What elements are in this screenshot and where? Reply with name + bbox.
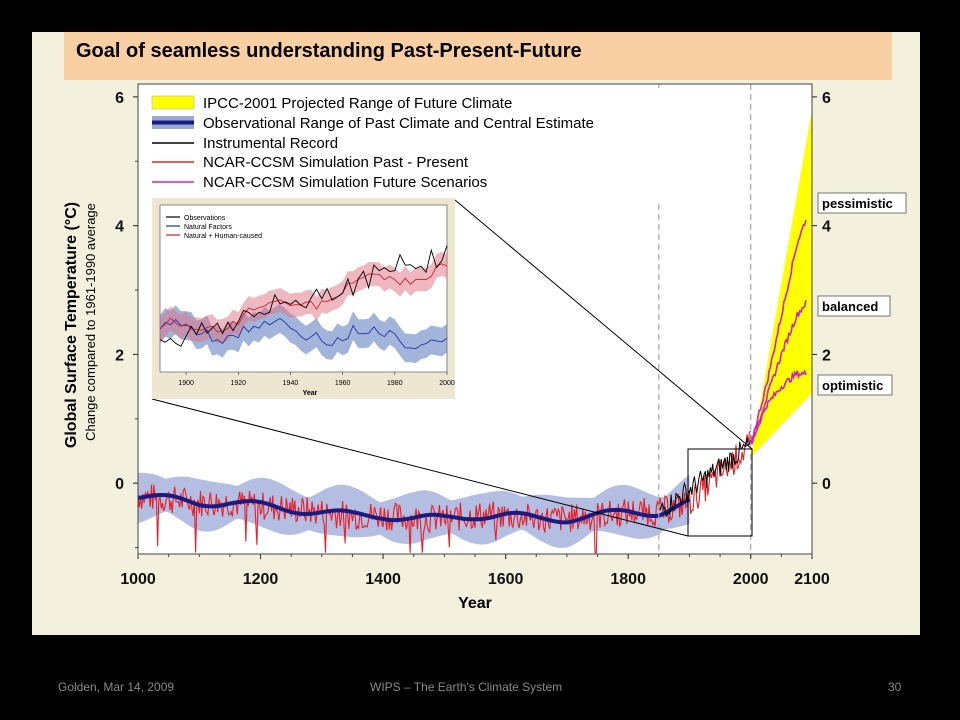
scenario-line-balanced (750, 299, 807, 445)
axes-layer: 1000 1200 1400 1600 1800 2000 2100 0 0 2 2 4 4 6 6 Year… (63, 83, 831, 612)
y-tick-label: 4 (115, 219, 124, 236)
citation: Ammann et al., 2007 (782, 648, 898, 662)
y2-tick-label: 2 (822, 347, 831, 364)
scenario-line-optimistic (750, 369, 807, 444)
legend-entry: Observational Range of Past Climate and … (203, 115, 594, 132)
footer-page-number: 30 (888, 680, 902, 694)
legend-entry: NCAR-CCSM Simulation Future Scenarios (203, 174, 487, 191)
inset-human-band (160, 251, 447, 344)
zoom-box (687, 448, 753, 537)
inset-x-tick-label: 1980 (387, 380, 403, 387)
footer-title: WIPS – The Earth's Climate System (370, 680, 563, 694)
inset-x-tick-label: 1920 (230, 380, 246, 387)
x-tick-label: 1600 (488, 571, 524, 588)
y-axis-sublabel: Change compared to 1961-1990 average (83, 203, 98, 441)
inset-x-tick-label: 1960 (335, 380, 351, 387)
scenario-box-optimistic (817, 374, 893, 396)
y-axis-label: Global Surface Temperature (°C) (63, 202, 80, 448)
inset-legend-entry: Natural Factors (184, 224, 232, 231)
inset-legend-entry: Natural + Human-caused (184, 233, 262, 240)
title-bar: Goal of seamless understanding Past-Pres… (64, 32, 892, 80)
ipcc-range-band (750, 109, 812, 458)
x-tick-label: 1200 (243, 571, 279, 588)
inset-legend-entry: Observations (184, 215, 226, 222)
legend-entry: NCAR-CCSM Simulation Past - Present (203, 154, 469, 171)
footer-date: Golden, Mar 14, 2009 (58, 680, 175, 694)
inset-natural-band (160, 304, 447, 364)
inset-observations-line (159, 245, 448, 347)
slide-title: Goal of seamless understanding Past-Pres… (76, 40, 582, 62)
observational-range-band (138, 472, 690, 548)
bands-layer (138, 109, 812, 548)
scenario-box-balanced (817, 295, 891, 317)
legend: IPCC-2001 Projected Range of Future Clim… (145, 88, 660, 204)
inset-x-tick-label: 2000 (439, 380, 455, 387)
legend-box (145, 88, 660, 204)
y-tick-label: 0 (115, 476, 124, 493)
inset-x-tick-label: 1900 (178, 380, 194, 387)
inset-chart: 1900 1920 1940 1960 1980 2000 Year Observations… (151, 198, 753, 537)
x-tick-label: 2000 (733, 571, 769, 588)
x-tick-label: 1400 (365, 571, 401, 588)
inset-x-tick-label: 1940 (283, 380, 299, 387)
y2-tick-label: 0 (822, 476, 831, 493)
x-tick-label: 1000 (120, 571, 156, 588)
scenario-box-pessimistic (817, 192, 907, 214)
scenario-label-pessimistic: pessimistic (822, 196, 893, 211)
scenario-label-balanced: balanced (822, 299, 878, 314)
connector-line-bottom (151, 398, 689, 537)
legend-entry: Instrumental Record (203, 135, 338, 152)
legend-entry: IPCC-2001 Projected Range of Future Clim… (203, 95, 512, 112)
x-tick-label: 2100 (794, 571, 830, 588)
scenario-labels: pessimistic balanced optimistic (817, 192, 907, 396)
instrumental-record-line (658, 434, 752, 518)
connector-line-top (454, 199, 753, 450)
y-tick-label: 6 (115, 90, 124, 107)
y2-tick-label: 4 (822, 219, 831, 236)
y-tick-label: 2 (115, 347, 124, 364)
inset-human-line (159, 263, 448, 333)
scenario-label-optimistic: optimistic (822, 378, 883, 393)
inset-x-axis-label: Year (303, 390, 318, 397)
x-tick-label: 1800 (610, 571, 646, 588)
ncar-past-present-line (137, 431, 751, 554)
x-axis-label: Year (458, 595, 492, 612)
scenario-line-pessimistic (749, 219, 807, 444)
legend-swatch-ipcc (151, 95, 195, 110)
y2-tick-label: 6 (822, 90, 831, 107)
